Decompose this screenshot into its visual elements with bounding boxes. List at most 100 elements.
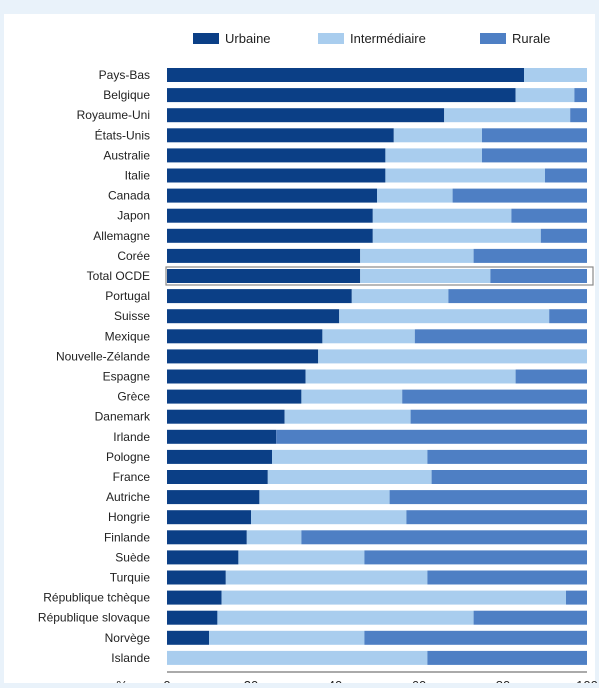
bar-grece-intermediaire: [301, 389, 403, 404]
category-label-allemagne: Allemagne: [93, 229, 150, 243]
bar-suede-rurale: [364, 550, 587, 565]
highlight-frame-total-ocde: [165, 266, 594, 286]
category-label-pologne: Pologne: [106, 450, 150, 464]
bar-portugal-rurale: [448, 289, 587, 304]
category-label-total-ocde: Total OCDE: [87, 269, 150, 283]
bar-suisse-urbaine: [167, 309, 340, 324]
bar-republique-tcheque-urbaine: [167, 590, 222, 605]
bar-france-intermediaire: [267, 470, 432, 484]
bar-coree-rurale: [473, 248, 587, 263]
category-label-danemark: Danemark: [95, 410, 151, 424]
bar-danemark-intermediaire: [284, 409, 411, 424]
bar-hongrie-intermediaire: [251, 510, 407, 525]
x-tick-label-40: 40: [328, 678, 342, 683]
bar-turquie-rurale: [427, 570, 587, 585]
category-label-australie: Australie: [103, 148, 150, 162]
bar-total-ocde-urbaine: [167, 269, 361, 283]
bar-portugal-intermediaire: [351, 289, 449, 304]
bar-france-rurale: [431, 470, 587, 484]
bar-pays-bas-urbaine: [167, 68, 524, 82]
x-tick-label-60: 60: [412, 678, 426, 683]
bar-irlande-urbaine: [167, 429, 277, 444]
category-label-irlande: Irlande: [113, 430, 150, 444]
category-label-italie: Italie: [125, 169, 151, 183]
bar-suisse-rurale: [549, 309, 587, 324]
bar-etats-unis-urbaine: [167, 128, 394, 143]
bar-republique-slovaque-urbaine: [167, 610, 218, 625]
category-label-finlande: Finlande: [104, 530, 150, 544]
x-tick-label-20: 20: [244, 678, 258, 683]
x-tick-label-100: 100: [576, 678, 598, 683]
category-label-republique-slovaque: République slovaque: [38, 611, 150, 625]
bar-royaume-uni-intermediaire: [444, 108, 571, 123]
bar-suede-intermediaire: [238, 550, 365, 565]
bar-espagne-rurale: [515, 369, 587, 384]
bar-nouvelle-zelande-intermediaire: [318, 349, 587, 364]
bar-belgique-rurale: [574, 88, 587, 103]
bar-italie-urbaine: [167, 168, 386, 183]
legend-swatch-intermediaire: [318, 33, 344, 44]
bar-republique-tcheque-rurale: [566, 590, 587, 605]
bar-pologne-urbaine: [167, 449, 272, 464]
bar-canada-intermediaire: [377, 188, 453, 203]
legend: Urbaine Intermédiaire Rurale: [193, 31, 550, 46]
bar-suede-urbaine: [167, 550, 239, 565]
category-label-portugal: Portugal: [105, 289, 150, 303]
bar-hongrie-rurale: [406, 510, 587, 525]
bar-norvege-rurale: [364, 630, 587, 645]
bar-finlande-rurale: [301, 530, 587, 545]
bar-total-ocde-rurale: [490, 269, 587, 283]
category-label-autriche: Autriche: [106, 490, 150, 504]
bar-allemagne-rurale: [540, 228, 587, 243]
legend-label-urbaine: Urbaine: [225, 31, 271, 46]
bar-coree-intermediaire: [360, 248, 474, 263]
category-label-hongrie: Hongrie: [108, 510, 150, 524]
category-label-coree: Corée: [117, 249, 150, 263]
bar-suisse-intermediaire: [339, 309, 550, 324]
bar-australie-urbaine: [167, 148, 386, 163]
bar-pologne-intermediaire: [272, 449, 428, 464]
bar-grece-rurale: [402, 389, 587, 404]
bar-italie-intermediaire: [385, 168, 545, 183]
legend-swatch-urbaine: [193, 33, 219, 44]
bar-autriche-intermediaire: [259, 490, 390, 505]
bar-total-ocde-intermediaire: [360, 269, 491, 283]
bar-italie-rurale: [545, 168, 587, 183]
category-label-france: France: [113, 470, 151, 484]
category-label-pays-bas: Pays-Bas: [99, 68, 150, 82]
category-label-royaume-uni: Royaume-Uni: [77, 108, 150, 122]
bar-portugal-urbaine: [167, 289, 352, 304]
bar-royaume-uni-urbaine: [167, 108, 445, 123]
bar-espagne-urbaine: [167, 369, 306, 384]
bar-republique-slovaque-rurale: [473, 610, 587, 625]
bar-hongrie-urbaine: [167, 510, 251, 525]
bar-france-urbaine: [167, 470, 268, 484]
category-label-nouvelle-zelande: Nouvelle-Zélande: [56, 349, 150, 363]
bar-etats-unis-rurale: [482, 128, 587, 143]
bar-pologne-rurale: [427, 449, 587, 464]
bar-belgique-urbaine: [167, 88, 516, 103]
bar-allemagne-urbaine: [167, 228, 373, 243]
bar-espagne-intermediaire: [305, 369, 516, 384]
bar-danemark-rurale: [410, 409, 587, 424]
bar-etats-unis-intermediaire: [393, 128, 482, 143]
legend-label-intermediaire: Intermédiaire: [350, 31, 426, 46]
category-label-islande: Islande: [111, 651, 150, 665]
bar-republique-slovaque-intermediaire: [217, 610, 474, 625]
category-label-belgique: Belgique: [103, 88, 150, 102]
bar-mexique-rurale: [414, 329, 587, 344]
bar-allemagne-intermediaire: [372, 228, 541, 243]
bar-norvege-intermediaire: [209, 630, 365, 645]
legend-swatch-rurale: [480, 33, 506, 44]
bar-turquie-urbaine: [167, 570, 226, 585]
bar-autriche-urbaine: [167, 490, 260, 505]
bar-japon-rurale: [511, 208, 587, 223]
bar-japon-urbaine: [167, 208, 373, 223]
category-label-espagne: Espagne: [103, 370, 151, 384]
bar-finlande-urbaine: [167, 530, 247, 545]
category-label-canada: Canada: [108, 189, 150, 203]
category-label-grece: Grèce: [117, 390, 150, 404]
bar-norvege-urbaine: [167, 630, 209, 645]
category-label-suisse: Suisse: [114, 309, 150, 323]
bar-canada-rurale: [452, 188, 587, 203]
